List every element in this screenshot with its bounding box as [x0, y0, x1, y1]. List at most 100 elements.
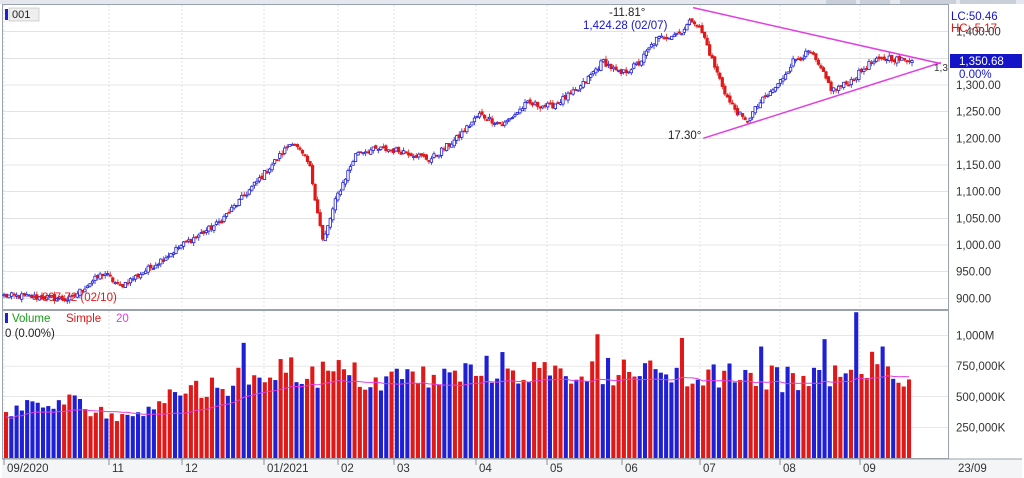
candle-body [376, 148, 380, 151]
candle-body [745, 120, 750, 123]
candle-body [637, 61, 641, 66]
candle-body [467, 125, 471, 128]
volume-bar [838, 376, 843, 458]
candle-body [498, 122, 502, 125]
volume-bar [299, 383, 304, 458]
volume-bar [743, 369, 748, 458]
candle-body [450, 143, 454, 148]
volume-bar [510, 370, 516, 458]
volume-bar [389, 371, 394, 458]
candle-body [348, 166, 353, 171]
volume-bar [532, 362, 537, 458]
volume-bar [289, 357, 294, 458]
volume-bar [558, 368, 563, 458]
volume-bar [326, 370, 331, 458]
candle-body [300, 150, 305, 154]
candle-body [106, 273, 110, 275]
candle-body [194, 236, 198, 239]
candle-body [809, 51, 813, 54]
price-tick-label: 900.00 [956, 293, 991, 305]
candle-body [138, 274, 143, 279]
date-tick-label: 03 [397, 463, 410, 475]
candle-body [907, 60, 912, 63]
candle-body [7, 294, 11, 299]
candle-body [718, 72, 722, 79]
candle-body [649, 43, 654, 48]
volume-bar [679, 337, 685, 458]
volume-bar [727, 363, 732, 458]
candle-body [407, 152, 411, 156]
candle-body [247, 189, 251, 195]
volume-bar [685, 386, 690, 458]
candle-body [520, 108, 525, 112]
price-tick-label: 1,150.00 [956, 160, 1001, 172]
candle-body [252, 181, 256, 186]
volume-bar [77, 398, 83, 458]
candle-body [427, 160, 431, 162]
volume-bar [99, 406, 104, 458]
candle-body [505, 119, 509, 123]
low-annotation: 897.72 (02/10) [42, 292, 117, 304]
volume-bar [642, 363, 648, 458]
volume-bar [579, 376, 584, 458]
price-tick-label: 1,300.00 [956, 80, 1001, 92]
top-toolbar-button[interactable] [900, 0, 956, 4]
candle-body [753, 106, 757, 114]
volume-bar [452, 370, 457, 458]
candle-body [207, 225, 211, 232]
volume-bar [711, 364, 716, 458]
candle-body [515, 112, 520, 115]
candle-body [799, 57, 803, 61]
candle-body [639, 60, 643, 66]
candle-body [364, 151, 368, 154]
volume-bar [901, 386, 906, 458]
volume-bar [547, 375, 552, 458]
candle-body [326, 225, 330, 236]
volume-bar [30, 401, 35, 458]
top-toolbar-strip [0, 0, 1024, 4]
top-toolbar-button[interactable] [960, 0, 1016, 4]
candle-body [219, 220, 224, 224]
candle-body [847, 84, 851, 87]
volume-bar [716, 387, 721, 458]
volume-bar [632, 376, 637, 458]
volume-bar [252, 375, 257, 458]
candle-body [90, 280, 95, 284]
trendline-upper[interactable] [692, 6, 942, 65]
candle-body [839, 85, 843, 87]
candle-body [556, 102, 560, 105]
candle-body [730, 102, 735, 105]
candle-body [508, 117, 512, 121]
top-toolbar-button[interactable] [860, 0, 890, 4]
candle-body [404, 151, 408, 154]
candle-body [857, 69, 861, 80]
volume-bar [410, 371, 415, 458]
volume-bar [664, 374, 669, 458]
candle-body [563, 95, 568, 100]
candle-body [341, 182, 345, 191]
candle-body [83, 288, 87, 293]
candle-body [111, 277, 115, 283]
candle-body [781, 77, 785, 82]
candle-body [703, 31, 707, 38]
candle-body [599, 60, 603, 71]
volume-bar [563, 376, 568, 458]
candle-body [472, 117, 477, 123]
trendline-lower[interactable] [703, 61, 942, 140]
candle-body [576, 89, 580, 92]
top-toolbar-button[interactable] [826, 0, 856, 4]
volume-bar [458, 381, 463, 458]
price-tick-label: 1,000.00 [956, 240, 1001, 252]
candle-body [697, 25, 702, 28]
candle-body [141, 272, 145, 275]
candle-body [280, 153, 284, 156]
volume-bar [822, 339, 827, 458]
date-tick-label: 11 [112, 463, 124, 475]
candle-body [644, 50, 649, 56]
volume-bars [4, 312, 912, 458]
candle-body [667, 37, 671, 40]
candle-body [447, 143, 451, 147]
volume-bar [885, 366, 890, 458]
candle-body [715, 66, 719, 73]
candle-body [548, 102, 552, 105]
